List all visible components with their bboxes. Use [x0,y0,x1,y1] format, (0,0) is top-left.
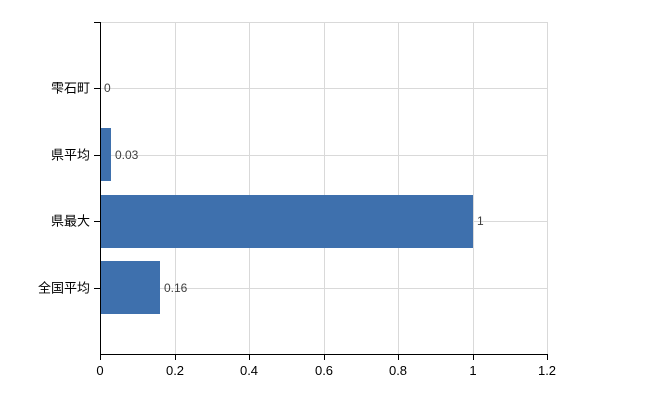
y-axis-tick [94,221,100,222]
bar [100,195,473,248]
x-axis-tick [473,355,474,360]
gridline-horizontal [100,155,547,156]
x-axis-tick [324,355,325,360]
x-tick-label: 0.6 [314,363,334,378]
gridline-vertical [249,22,250,354]
value-label: 0.03 [115,148,139,162]
x-tick-label: 0 [96,363,104,378]
category-label: 県最大 [50,213,90,229]
gridline-horizontal [100,288,547,289]
y-axis-tick [94,288,100,289]
gridline-vertical [174,22,176,354]
x-axis-line [100,354,548,355]
x-axis-tick [175,355,176,360]
y-axis-tick [94,88,100,89]
x-axis-tick [100,355,101,360]
plot-area: 0 0.03 1 0.16 [100,22,548,354]
x-tick-label: 0.2 [165,363,185,378]
gridline-horizontal [100,88,547,89]
x-tick-label: 1.2 [537,363,557,378]
y-axis-line [100,22,101,359]
bar [100,128,111,181]
y-axis-tick [94,22,100,23]
x-axis-tick [249,355,250,360]
gridline-vertical [547,22,548,354]
category-label: 県平均 [50,147,90,163]
y-axis-tick [94,155,100,156]
category-label: 雫石町 [50,80,90,96]
gridline-vertical [398,22,399,354]
x-tick-label: 0.8 [388,363,408,378]
bar [100,261,160,314]
x-axis-tick [547,355,548,360]
x-tick-label: 1 [469,363,477,378]
x-axis-tick [398,355,399,360]
gridline-vertical [472,22,474,354]
gridline-vertical [323,22,325,354]
x-tick-label: 0.4 [239,363,259,378]
value-label: 1 [477,214,484,228]
value-label: 0 [104,81,111,95]
category-label: 全国平均 [37,280,90,296]
value-label: 0.16 [164,281,188,295]
